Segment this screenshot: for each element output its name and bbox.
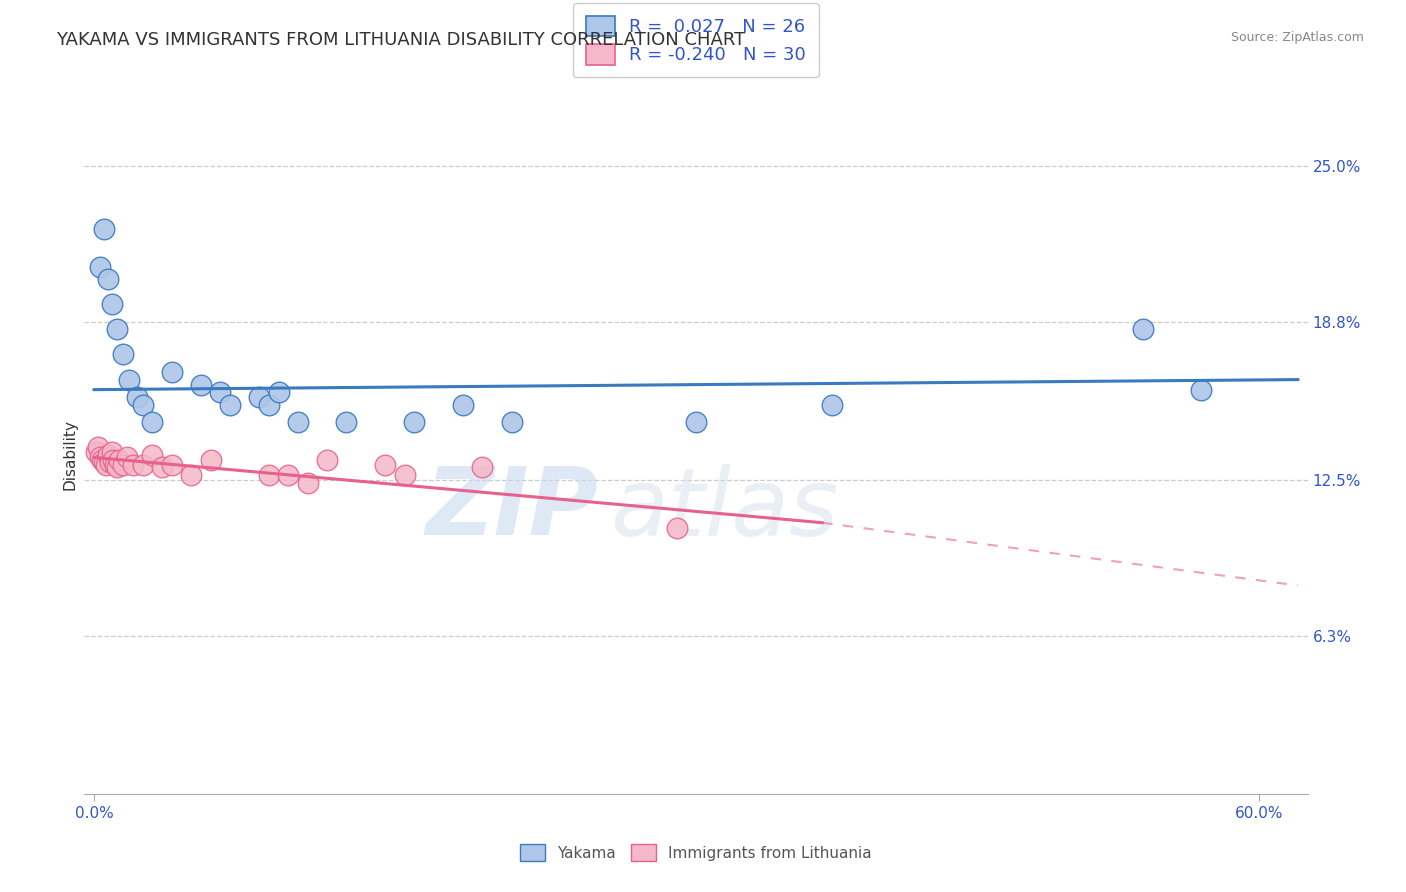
Point: [89, 260, 111, 274]
Point: [257, 468, 280, 483]
Point: [471, 460, 494, 475]
Point: [89, 450, 111, 465]
Y-axis label: Disability: Disability: [62, 419, 77, 491]
Point: [316, 453, 339, 467]
Point: [200, 453, 222, 467]
Point: [141, 448, 163, 462]
Text: atlas: atlas: [610, 464, 838, 555]
Legend: Yakama, Immigrants from Lithuania: Yakama, Immigrants from Lithuania: [515, 838, 877, 868]
Point: [404, 415, 426, 429]
Text: YAKAMA VS IMMIGRANTS FROM LITHUANIA DISABILITY CORRELATION CHART: YAKAMA VS IMMIGRANTS FROM LITHUANIA DISA…: [56, 31, 745, 49]
Point: [115, 450, 138, 465]
Point: [100, 297, 122, 311]
Point: [105, 322, 128, 336]
Point: [374, 458, 396, 472]
Point: [108, 453, 131, 467]
Point: [257, 398, 280, 412]
Point: [97, 448, 120, 462]
Point: [131, 458, 153, 472]
Point: [501, 415, 523, 429]
Point: [287, 415, 309, 429]
Point: [84, 445, 107, 459]
Point: [141, 415, 163, 429]
Point: [94, 458, 117, 472]
Point: [1132, 322, 1154, 336]
Point: [103, 453, 125, 467]
Point: [105, 460, 128, 475]
Point: [160, 458, 183, 472]
Point: [90, 453, 112, 467]
Point: [93, 455, 115, 469]
Point: [87, 441, 110, 455]
Point: [125, 390, 148, 404]
Point: [180, 468, 202, 483]
Point: [1189, 383, 1212, 397]
Point: [277, 468, 299, 483]
Point: [160, 365, 183, 379]
Point: [98, 455, 121, 469]
Point: [665, 521, 688, 535]
Point: [131, 398, 153, 412]
Point: [394, 468, 416, 483]
Point: [821, 398, 844, 412]
Point: [219, 398, 242, 412]
Text: Source: ZipAtlas.com: Source: ZipAtlas.com: [1230, 31, 1364, 45]
Point: [267, 385, 290, 400]
Point: [112, 347, 135, 361]
Point: [451, 398, 474, 412]
Text: ZIP: ZIP: [425, 463, 598, 555]
Point: [247, 390, 270, 404]
Point: [150, 460, 173, 475]
Point: [297, 475, 319, 490]
Point: [118, 373, 141, 387]
Point: [97, 272, 120, 286]
Point: [122, 458, 145, 472]
Point: [100, 445, 122, 459]
Point: [190, 377, 212, 392]
Point: [104, 458, 127, 472]
Point: [112, 458, 135, 472]
Point: [685, 415, 707, 429]
Point: [93, 222, 115, 236]
Point: [335, 415, 357, 429]
Point: [209, 385, 232, 400]
